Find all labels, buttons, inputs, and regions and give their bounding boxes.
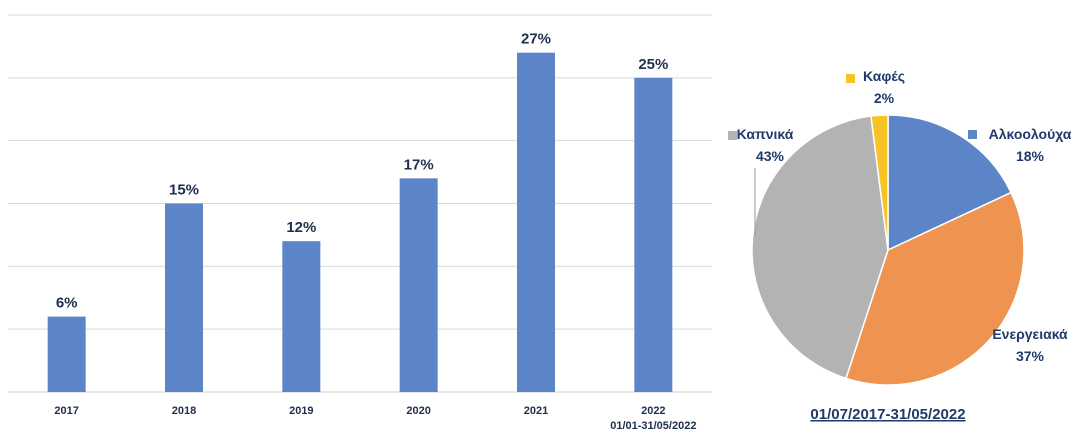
- x-tick-2019: 2019: [289, 405, 313, 417]
- slice-1: [845, 191, 1025, 386]
- value-labels: 6% 15% 12% 17% 27% 25%: [56, 31, 669, 312]
- pie-slices: [751, 114, 1025, 386]
- bar-2019: [282, 241, 321, 392]
- x-tick-2022: 2022: [641, 405, 665, 417]
- slice-value-3: 2%: [874, 90, 895, 106]
- slice-2: [751, 115, 889, 380]
- slice-label-1: Ενεργειακά: [992, 326, 1068, 342]
- slice-0: [887, 114, 1013, 252]
- x-tick-2018: 2018: [172, 405, 196, 417]
- bar-2018: [165, 203, 203, 392]
- slice-value-2: 43%: [756, 148, 785, 164]
- slice-label-0: Αλκοολούχα: [989, 126, 1072, 142]
- legend-swatch-0: [968, 130, 977, 139]
- slice-label-2: Καπνικά: [737, 126, 794, 142]
- legend-swatch-2: [728, 131, 737, 140]
- value-label-2019: 12%: [286, 219, 316, 236]
- value-label-2020: 17%: [404, 156, 434, 173]
- x-tick-2017: 2017: [54, 405, 78, 417]
- pie-caption: 01/07/2017-31/05/2022: [810, 406, 965, 423]
- gridlines: [8, 14, 712, 393]
- value-label-2022: 25%: [638, 56, 668, 73]
- bar-2021: [517, 52, 555, 392]
- x-tick-2021: 2021: [524, 405, 548, 417]
- value-label-2021: 27%: [521, 31, 551, 48]
- bars: [47, 52, 673, 392]
- pie-labels: Αλκοολούχα 18% Ενεργειακά 37% Καπνικά 43% Καφέ…: [728, 68, 1072, 364]
- legend-swatch-3: [846, 74, 855, 83]
- slice-3: [870, 114, 889, 251]
- slice-value-0: 18%: [1016, 148, 1045, 164]
- slice-value-1: 37%: [1016, 348, 1045, 364]
- x-tick-sublabel: 01/01-31/05/2022: [610, 420, 696, 432]
- value-label-2017: 6%: [56, 295, 78, 312]
- x-tick-2020: 2020: [406, 405, 430, 417]
- bar-chart: 6%15%12%17%27%25% 2017 2018 2019 2020 2021 20…: [8, 14, 712, 432]
- bar-2022: [634, 77, 673, 392]
- bar-2020: [399, 178, 438, 392]
- bar-2017: [47, 316, 86, 392]
- x-tick-labels: 2017 2018 2019 2020 2021 2022 01/01-31/05/2022: [54, 405, 696, 432]
- slice-label-3: Καφές: [863, 68, 905, 84]
- value-label-2018: 15%: [169, 182, 199, 199]
